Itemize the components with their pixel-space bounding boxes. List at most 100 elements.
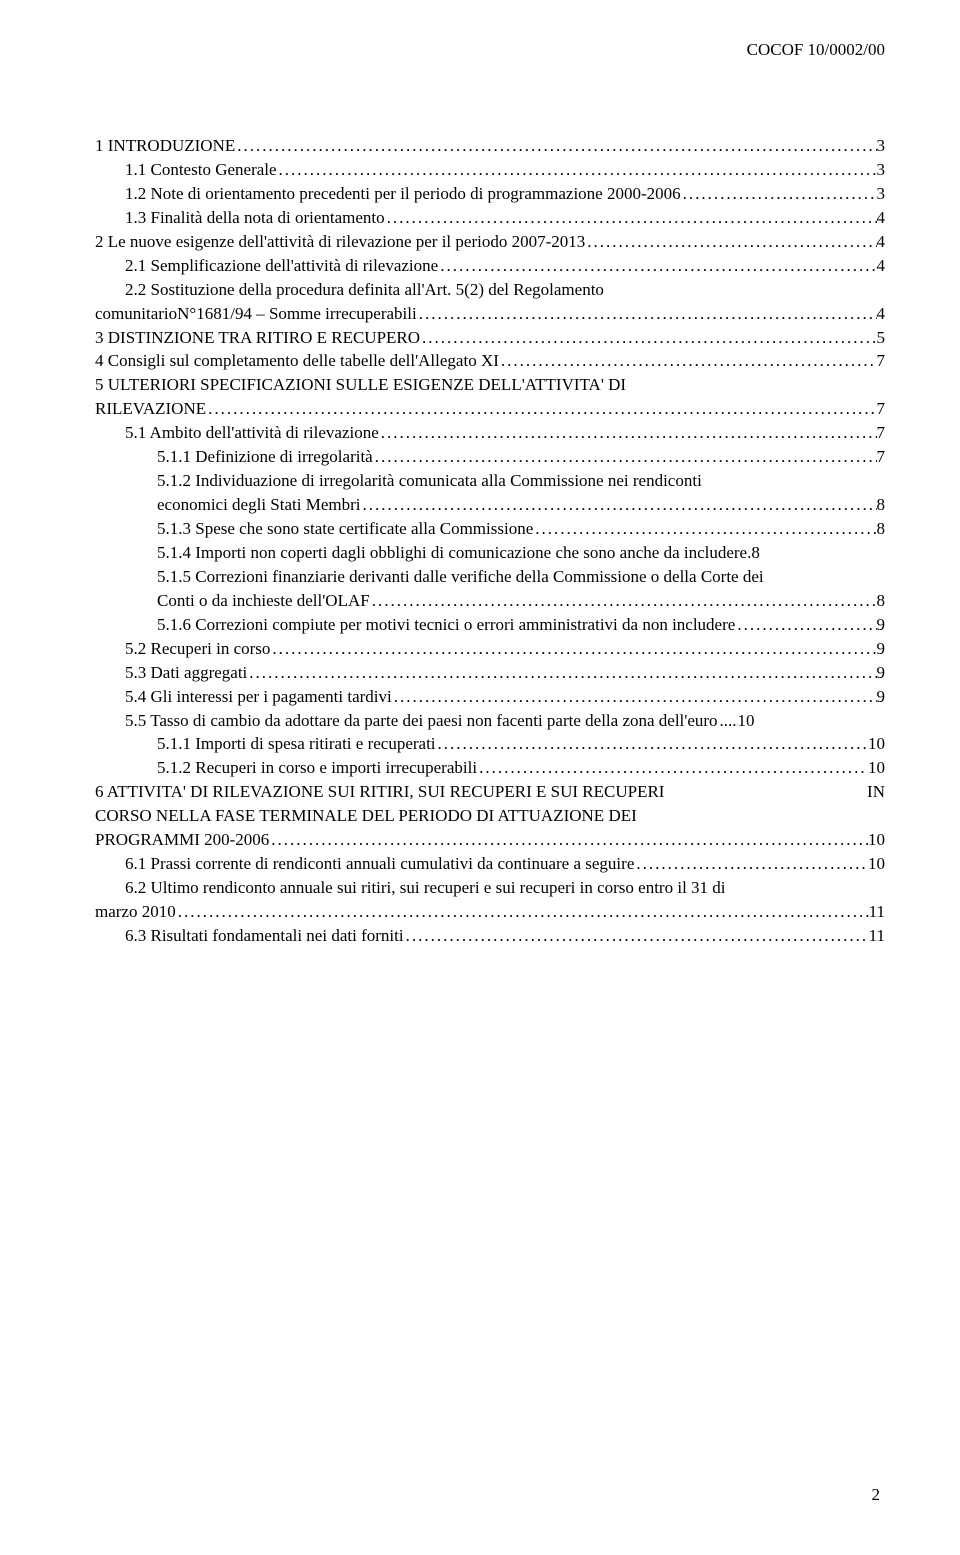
toc-entry: 5.1.5 Correzioni finanziarie derivanti d… — [95, 566, 885, 589]
toc-label: 2 Le nuove esigenze dell'attività di ril… — [95, 231, 585, 254]
toc-entry: 5.4 Gli interessi per i pagamenti tardiv… — [95, 686, 885, 709]
toc-leader-dots — [373, 446, 877, 469]
toc-page-number: 11 — [869, 925, 885, 948]
toc-label: 5.1.3 Spese che sono state certificate a… — [157, 518, 533, 541]
toc-entry-continuation: PROGRAMMI 200-200610 — [95, 829, 885, 852]
toc-entry: 6.2 Ultimo rendiconto annuale sui ritiri… — [95, 877, 885, 900]
toc-label: 1.2 Note di orientamento precedenti per … — [125, 183, 681, 206]
toc-label: 2.1 Semplificazione dell'attività di ril… — [125, 255, 438, 278]
toc-leader-dots — [436, 733, 868, 756]
toc-entry: 6 ATTIVITA' DI RILEVAZIONE SUI RITIRI, S… — [95, 781, 885, 804]
toc-entry: 5.1.2 Individuazione di irregolarità com… — [95, 470, 885, 493]
toc-leader-dots — [269, 829, 868, 852]
toc-leader-dots — [417, 303, 877, 326]
toc-label: 6.3 Risultati fondamentali nei dati forn… — [125, 925, 404, 948]
toc-entry: 1.2 Note di orientamento precedenti per … — [95, 183, 885, 206]
toc-page-number: .8 — [747, 542, 760, 565]
toc-leader-dots — [634, 853, 868, 876]
toc-label: 5.5 Tasso di cambio da adottare da parte… — [125, 710, 718, 733]
table-of-contents: 1 INTRODUZIONE31.1 Contesto Generale 3 1.2… — [95, 135, 885, 949]
toc-page-number: 3 — [877, 183, 886, 206]
toc-label: 6.2 Ultimo rendiconto annuale sui ritiri… — [125, 877, 726, 900]
toc-page-number: 8 — [877, 518, 886, 541]
toc-leader-dots — [370, 590, 877, 613]
toc-leader-dots — [176, 901, 869, 924]
toc-entry: 5.3 Dati aggregati9 — [95, 662, 885, 685]
toc-entry: 1 INTRODUZIONE3 — [95, 135, 885, 158]
page-number: 2 — [872, 1485, 881, 1505]
toc-entry-continuation: marzo 2010 11 — [95, 901, 885, 924]
toc-entry: 5.1.1 Definizione di irregolarità7 — [95, 446, 885, 469]
toc-label: economici degli Stati Membri — [157, 494, 361, 517]
toc-page-number: 4 — [877, 255, 886, 278]
toc-leader-dots — [533, 518, 876, 541]
toc-leader-dots — [735, 614, 876, 637]
toc-page-number: 9 — [877, 638, 886, 661]
toc-page-number: 9 — [877, 662, 886, 685]
toc-page-number: 10 — [868, 757, 885, 780]
toc-page-number: 5 — [877, 327, 886, 350]
toc-page-number: 8 — [877, 590, 886, 613]
toc-entry: 5.1.4 Importi non coperti dagli obblighi… — [95, 542, 885, 565]
toc-label: 5.1 Ambito dell'attività di rilevazione — [125, 422, 379, 445]
toc-page-number: 10 — [738, 710, 755, 733]
toc-label: comunitarioN°1681/94 – Somme irrecuperab… — [95, 303, 417, 326]
toc-leader-dots — [718, 710, 738, 733]
toc-leader-dots — [277, 159, 877, 182]
toc-page-number: 4 — [877, 207, 886, 230]
toc-page-number: 4 — [877, 231, 886, 254]
document-code-header: COCOF 10/0002/00 — [747, 40, 885, 60]
toc-leader-dots — [438, 255, 876, 278]
toc-leader-dots — [681, 183, 877, 206]
toc-page-number: 7 — [877, 398, 886, 421]
toc-entry: 5.1 Ambito dell'attività di rilevazione 7 — [95, 422, 885, 445]
toc-leader-dots — [585, 231, 876, 254]
toc-label: 1.3 Finalità della nota di orientamento — [125, 207, 385, 230]
toc-leader-dots — [206, 398, 876, 421]
toc-page-number: 7 — [877, 446, 886, 469]
toc-entry: 5.2 Recuperi in corso 9 — [95, 638, 885, 661]
toc-label: 5.1.6 Correzioni compiute per motivi tec… — [157, 614, 735, 637]
toc-label: marzo 2010 — [95, 901, 176, 924]
toc-leader-dots — [477, 757, 868, 780]
toc-label: 5 ULTERIORI SPECIFICAZIONI SULLE ESIGENZ… — [95, 374, 626, 397]
toc-label: 5.2 Recuperi in corso — [125, 638, 270, 661]
toc-entry-continuation: Conti o da inchieste dell'OLAF8 — [95, 590, 885, 613]
toc-entry: 5.1.2 Recuperi in corso e importi irrecu… — [95, 757, 885, 780]
toc-entry: 5.5 Tasso di cambio da adottare da parte… — [95, 710, 885, 733]
toc-page-number: 11 — [869, 901, 885, 924]
toc-leader-dots — [392, 686, 877, 709]
toc-label: 1.1 Contesto Generale — [125, 159, 277, 182]
toc-entry: 2.1 Semplificazione dell'attività di ril… — [95, 255, 885, 278]
toc-page-number: 7 — [877, 350, 886, 373]
toc-label: 5.1.2 Individuazione di irregolarità com… — [157, 470, 702, 493]
toc-entry: 2.2 Sostituzione della procedura definit… — [95, 279, 885, 302]
toc-entry: 5.1.3 Spese che sono state certificate a… — [95, 518, 885, 541]
toc-entry-continuation: RILEVAZIONE7 — [95, 398, 885, 421]
toc-label: 3 DISTINZIONE TRA RITIRO E RECUPERO — [95, 327, 420, 350]
toc-entry: 3 DISTINZIONE TRA RITIRO E RECUPERO 5 — [95, 327, 885, 350]
toc-page-number: 9 — [877, 686, 886, 709]
toc-leader-dots — [499, 350, 877, 373]
toc-page-number: 10 — [868, 733, 885, 756]
toc-leader-dots — [379, 422, 877, 445]
toc-entry: 4 Consigli sul completamento delle tabel… — [95, 350, 885, 373]
toc-label: 5.1.2 Recuperi in corso e importi irrecu… — [157, 757, 477, 780]
toc-label: 2.2 Sostituzione della procedura definit… — [125, 279, 604, 302]
toc-page-number: 7 — [877, 422, 886, 445]
toc-entry-continuation: comunitarioN°1681/94 – Somme irrecuperab… — [95, 303, 885, 326]
toc-page-number: 3 — [877, 159, 886, 182]
toc-entry: 1.3 Finalità della nota di orientamento 4 — [95, 207, 885, 230]
toc-leader-dots — [404, 925, 869, 948]
toc-label: 5.1.5 Correzioni finanziarie derivanti d… — [157, 566, 764, 589]
toc-leader-dots — [361, 494, 877, 517]
toc-entry: 2 Le nuove esigenze dell'attività di ril… — [95, 231, 885, 254]
toc-page-number: 8 — [877, 494, 886, 517]
toc-label: 4 Consigli sul completamento delle tabel… — [95, 350, 499, 373]
toc-page-number: 10 — [868, 829, 885, 852]
toc-label: 6 ATTIVITA' DI RILEVAZIONE SUI RITIRI, S… — [95, 781, 885, 804]
toc-entry-continuation: economici degli Stati Membri 8 — [95, 494, 885, 517]
toc-page-number: 4 — [877, 303, 886, 326]
toc-label: 6.1 Prassi corrente di rendiconti annual… — [125, 853, 634, 876]
toc-page-number: 3 — [877, 135, 886, 158]
